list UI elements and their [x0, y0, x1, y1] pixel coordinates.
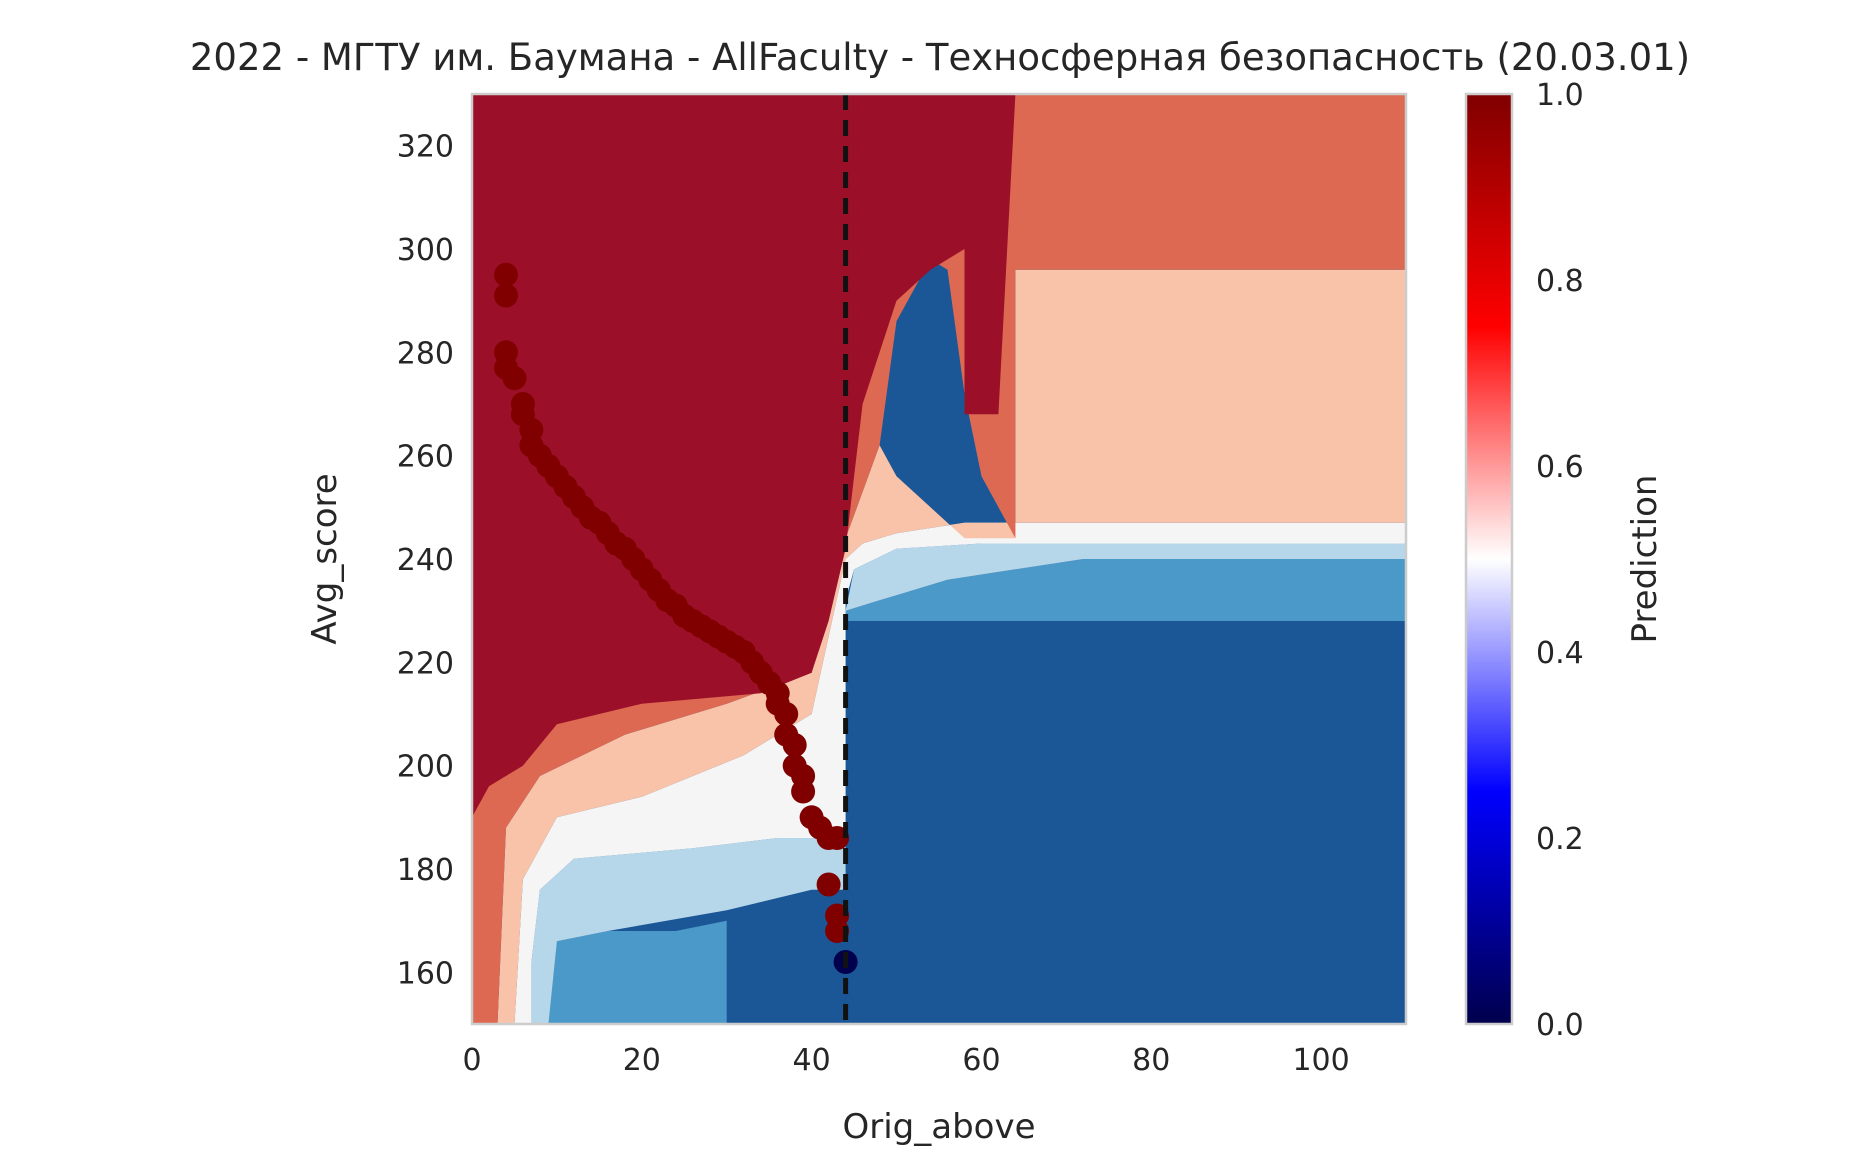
y-tick-label: 240: [397, 543, 454, 578]
data-point: [494, 283, 518, 308]
colorbar-tick-label: 1.0: [1536, 78, 1584, 113]
y-tick-label: 280: [397, 336, 454, 371]
y-tick-label: 200: [397, 750, 454, 785]
data-point: [791, 779, 816, 804]
colorbar-label: Prediction: [1625, 475, 1665, 644]
region-light-red: [497, 269, 1406, 1024]
data-point: [816, 872, 841, 897]
plot-frame: [470, 92, 1408, 1026]
x-axis-label: Orig_above: [842, 1107, 1035, 1147]
region-high: [472, 94, 1016, 818]
region-low: [472, 621, 1406, 1024]
region-mid-blue-right: [845, 559, 1406, 621]
data-point: [494, 262, 518, 287]
x-axis-ticks: 0 20 40 60 80 100: [462, 1043, 1349, 1078]
region-light-blue: [531, 838, 846, 1024]
x-tick-label: 100: [1292, 1043, 1349, 1078]
chart-title: 2022 - МГТУ им. Баумана - AllFaculty - Т…: [190, 36, 1690, 79]
x-tick-label: 0: [462, 1043, 481, 1078]
region-mid-blue: [548, 920, 727, 1024]
colorbar-tick-label: 0.4: [1536, 636, 1584, 671]
data-point: [782, 733, 807, 757]
region-light-blue-right: [845, 543, 1406, 611]
region-dark-blue-left: [726, 889, 846, 1024]
y-tick-label: 320: [397, 130, 454, 165]
colorbar-tick-label: 0.2: [1536, 822, 1584, 857]
colorbar-gradient: [1464, 92, 1514, 1026]
colorbar-ticks: 0.0 0.2 0.4 0.6 0.8 1.0: [1536, 78, 1584, 1043]
y-tick-label: 160: [397, 956, 454, 991]
y-tick-label: 180: [397, 853, 454, 888]
data-points: [494, 262, 858, 974]
y-tick-label: 220: [397, 646, 454, 681]
colorbar-tick-label: 0.8: [1536, 264, 1584, 299]
colorbar-tick-label: 0.6: [1536, 450, 1584, 485]
y-tick-label: 260: [397, 440, 454, 475]
plot-area: [472, 94, 1406, 1024]
contour-regions: [472, 94, 1406, 1024]
x-tick-label: 80: [1132, 1043, 1170, 1078]
data-point: [502, 366, 527, 391]
colorbar: 0.0 0.2 0.4 0.6 0.8 1.0 Prediction: [1464, 78, 1665, 1043]
y-axis-label: Avg_score: [305, 473, 345, 644]
x-tick-label: 40: [793, 1043, 831, 1078]
data-point: [774, 702, 799, 726]
y-axis-ticks: 160 180 200 220 240 260 280 300 320: [397, 130, 454, 992]
x-tick-label: 60: [962, 1043, 1000, 1078]
x-tick-label: 20: [623, 1043, 661, 1078]
y-tick-label: 300: [397, 233, 454, 268]
colorbar-tick-label: 0.0: [1536, 1008, 1584, 1043]
